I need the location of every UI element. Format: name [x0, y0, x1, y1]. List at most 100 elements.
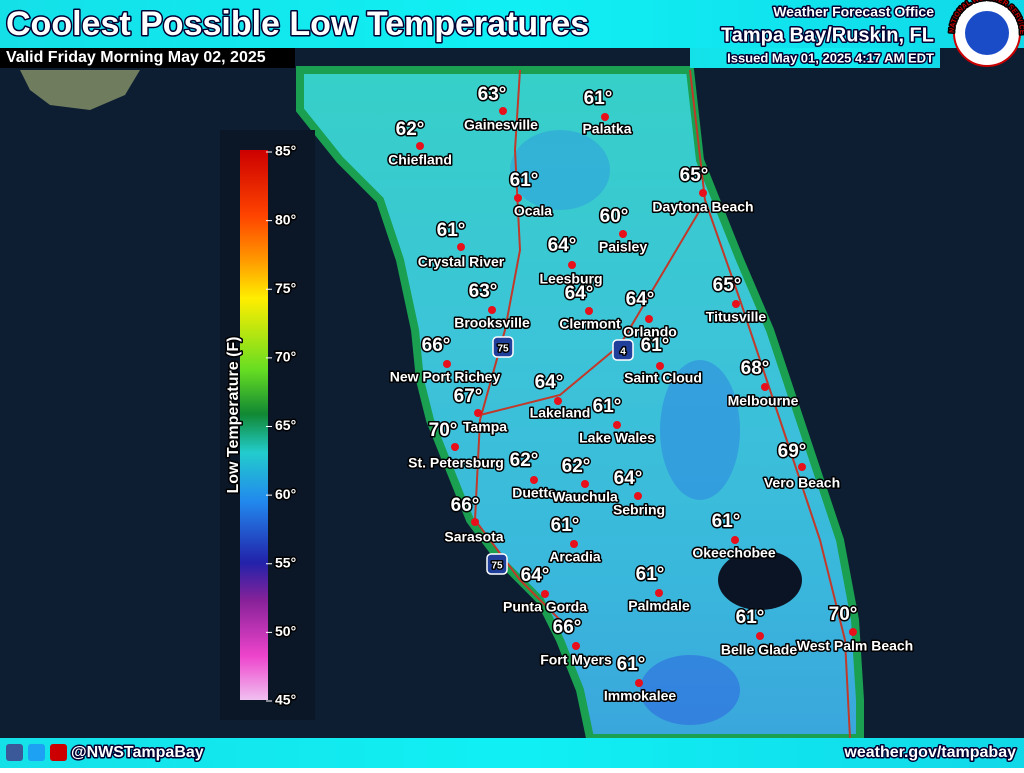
city-name: Lakeland — [530, 405, 591, 421]
city-dot — [416, 142, 424, 150]
city-temp: 63° — [469, 281, 498, 302]
city-dot — [731, 536, 739, 544]
issued: Issued May 01, 2025 4:17 AM EDT — [727, 50, 934, 65]
city-name: Sebring — [613, 502, 665, 518]
nws-logo-center — [965, 11, 1009, 55]
city-dot — [471, 518, 479, 526]
interstate-shield — [486, 553, 508, 575]
city-temp: 63° — [478, 84, 507, 105]
city-dot — [451, 443, 459, 451]
city-name: Gainesville — [464, 117, 538, 133]
city-temp: 64° — [626, 289, 655, 310]
city-dot — [655, 589, 663, 597]
city-temp: 65° — [713, 275, 742, 296]
legend-tick-label: 55° — [275, 554, 296, 570]
city-temp: 61° — [551, 515, 580, 536]
city-temp: 61° — [584, 88, 613, 109]
city-dot — [581, 480, 589, 488]
footer-social[interactable]: @NWSTampaBay — [70, 743, 206, 763]
city-temp: 61° — [712, 511, 741, 532]
city-temp: 70° — [829, 604, 858, 625]
city-name: Sarasota — [444, 529, 503, 545]
city-temp: 69° — [778, 441, 807, 462]
city-dot — [601, 113, 609, 121]
city-dot — [619, 230, 627, 238]
city-name: Belle Glade — [721, 642, 797, 658]
youtube-icon[interactable] — [50, 744, 67, 761]
interstate-number: 75 — [491, 561, 503, 572]
city-dot — [474, 409, 482, 417]
city-dot — [554, 397, 562, 405]
city-name: Daytona Beach — [652, 199, 753, 215]
city-dot — [499, 107, 507, 115]
city-temp: 64° — [548, 235, 577, 256]
city-name: Saint Cloud — [624, 370, 702, 386]
city-name: Fort Myers — [540, 652, 612, 668]
issued-bar — [690, 48, 940, 68]
interstate-95 — [689, 69, 851, 739]
lake-okeechobee — [718, 550, 802, 610]
city-dot — [798, 463, 806, 471]
city-dot — [732, 300, 740, 308]
city-dot — [443, 360, 451, 368]
city-dot — [699, 189, 707, 197]
legend-tick-label: 80° — [275, 211, 296, 227]
legend-colorbar — [240, 150, 268, 700]
city-temp: 61° — [736, 607, 765, 628]
city-name: St. Petersburg — [408, 455, 504, 471]
city-temp: 61° — [636, 564, 665, 585]
city-dot — [585, 307, 593, 315]
facebook-icon[interactable] — [6, 744, 23, 761]
city-name: Immokalee — [604, 688, 677, 704]
city-name: Vero Beach — [764, 475, 840, 491]
legend-label: Low Temperature (F) — [225, 336, 242, 493]
city-dot — [634, 492, 642, 500]
city-temp: 62° — [396, 119, 425, 140]
city-temp: 70° — [429, 420, 458, 441]
city-temp: 66° — [553, 617, 582, 638]
interstate-shield — [492, 336, 514, 358]
legend-tick-label: 85° — [275, 143, 296, 159]
city-name: Orlando — [623, 324, 677, 340]
city-dot — [514, 194, 522, 202]
city-dot — [756, 632, 764, 640]
subtitle-bar — [0, 48, 295, 68]
city-temp: 61° — [593, 396, 622, 417]
legend-tick-label: 75° — [275, 280, 296, 296]
city-dot — [635, 679, 643, 687]
city-temp: 68° — [741, 358, 770, 379]
interstate-4 — [479, 209, 701, 416]
interstate-75 — [473, 69, 561, 621]
city-temp: 62° — [510, 450, 539, 471]
subtitle: Valid Friday Morning May 02, 2025 — [6, 49, 266, 66]
city-temp: 66° — [422, 335, 451, 356]
legend-tick-label: 60° — [275, 486, 296, 502]
city-name: Arcadia — [549, 549, 601, 565]
city-temp: 64° — [565, 283, 594, 304]
city-dot — [761, 383, 769, 391]
city-dot — [849, 628, 857, 636]
city-name: Palatka — [582, 121, 631, 137]
footer-url[interactable]: weather.gov/tampabay — [842, 743, 1018, 763]
city-dot — [572, 642, 580, 650]
city-dot — [570, 540, 578, 548]
city-dot — [613, 421, 621, 429]
city-name: Chiefland — [388, 152, 452, 168]
city-temp: 65° — [680, 165, 709, 186]
city-name: Clermont — [559, 316, 621, 332]
location: Tampa Bay/Ruskin, FL — [721, 24, 934, 46]
city-temp: 61° — [510, 170, 539, 191]
city-dot — [530, 476, 538, 484]
interstate-shield — [612, 339, 634, 361]
city-temp: 67° — [454, 386, 483, 407]
twitter-icon[interactable] — [28, 744, 45, 761]
legend-tick-label: 45° — [275, 692, 296, 708]
city-name: Melbourne — [728, 393, 799, 409]
city-temp: 61° — [617, 654, 646, 675]
city-name: Titusville — [706, 309, 767, 325]
city-temp: 61° — [641, 335, 670, 356]
cold-zone — [510, 130, 610, 210]
legend-tick-label: 65° — [275, 417, 296, 433]
cold-zone — [640, 655, 740, 725]
city-temp: 64° — [614, 468, 643, 489]
